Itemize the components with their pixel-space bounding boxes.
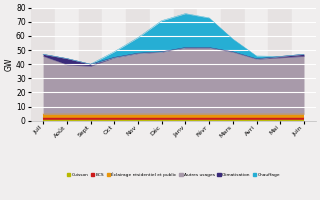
Bar <box>31 8 55 121</box>
Bar <box>126 8 150 121</box>
Bar <box>150 8 173 121</box>
Legend: Cuisson, BCS, Éclairage résidentiel et public, Autres usages, Climatisation, Cha: Cuisson, BCS, Éclairage résidentiel et p… <box>65 170 282 179</box>
Bar <box>221 8 245 121</box>
Bar <box>102 8 126 121</box>
Bar <box>197 8 221 121</box>
Bar <box>55 8 79 121</box>
Bar <box>268 8 292 121</box>
Bar <box>292 8 316 121</box>
Bar <box>79 8 102 121</box>
Y-axis label: GW: GW <box>4 57 13 71</box>
Bar <box>173 8 197 121</box>
Bar <box>245 8 268 121</box>
